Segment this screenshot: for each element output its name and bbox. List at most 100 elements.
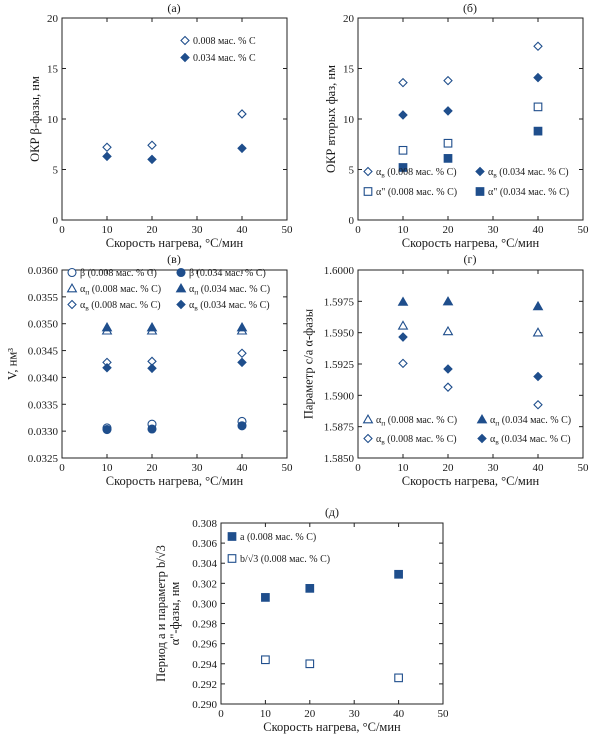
data-point xyxy=(532,300,544,311)
data-point xyxy=(533,41,543,52)
y-tick-label: 0 xyxy=(349,215,355,227)
y-axis-title: ОКР вторых фаз, нм xyxy=(324,65,338,173)
legend-marker xyxy=(363,433,373,444)
data-point xyxy=(443,106,453,116)
legend-label: αп (0.008 мас. % С) xyxy=(80,284,161,297)
y-tick-label: 1.6000 xyxy=(324,265,355,277)
x-tick-label: 50 xyxy=(282,224,294,236)
y-axis-title: V, нм³ xyxy=(5,348,19,380)
data-point xyxy=(305,584,315,593)
y-tick-label: 0.0325 xyxy=(28,453,59,465)
x-tick-label: 30 xyxy=(192,462,204,474)
legend-marker xyxy=(176,267,186,278)
data-point xyxy=(398,110,408,120)
data-point xyxy=(397,320,409,330)
legend-label: 0.008 мас. % С xyxy=(193,36,256,47)
data-point xyxy=(237,109,247,119)
y-tick-label: 1.5900 xyxy=(324,390,355,402)
panel-label: (в) xyxy=(167,252,181,266)
data-point xyxy=(101,321,113,332)
data-point xyxy=(102,424,112,435)
data-point xyxy=(261,655,270,665)
data-point xyxy=(147,363,157,374)
y-tick-label: 0.304 xyxy=(192,558,217,570)
y-tick-label: 0.302 xyxy=(192,578,217,590)
legend-marker xyxy=(175,282,187,293)
x-tick-label: 40 xyxy=(533,224,545,236)
y-tick-label: 20 xyxy=(343,13,355,25)
y-tick-label: 0 xyxy=(53,215,59,227)
y-tick-label: 10 xyxy=(47,114,59,126)
legend-label: αв (0.008 мас. % С) xyxy=(80,300,161,313)
x-tick-label: 0 xyxy=(355,462,361,474)
y-tick-label: 0.0360 xyxy=(28,265,59,277)
legend-marker xyxy=(67,299,77,310)
legend-label: αв (0.034 мас. % С) xyxy=(490,434,571,447)
data-point xyxy=(394,673,403,683)
x-tick-label: 20 xyxy=(147,462,159,474)
legend-marker xyxy=(227,532,237,541)
panel-label: (д) xyxy=(325,505,339,519)
x-tick-label: 30 xyxy=(192,224,204,236)
data-point xyxy=(305,659,315,669)
x-tick-label: 20 xyxy=(443,224,455,236)
x-tick-label: 50 xyxy=(578,462,590,474)
data-point xyxy=(397,296,409,306)
data-point xyxy=(236,321,248,332)
legend: β (0.008 мас. % С) β (0.034 мас. % С) αп (… xyxy=(66,267,270,313)
y-tick-label: 0.294 xyxy=(192,659,217,671)
legend-marker xyxy=(67,267,77,278)
y-tick-label: 0.0330 xyxy=(28,426,59,438)
y-tick-label: 0.296 xyxy=(192,639,217,651)
x-tick-label: 20 xyxy=(147,224,159,236)
legend-marker xyxy=(475,166,485,177)
x-tick-label: 0 xyxy=(355,224,361,236)
y-tick-label: 0.306 xyxy=(192,538,217,550)
x-tick-label: 10 xyxy=(102,224,114,236)
x-tick-label: 40 xyxy=(393,708,405,720)
legend-marker xyxy=(66,282,78,293)
plot-frame xyxy=(61,269,288,459)
legend-label: αп (0.034 мас. % С) xyxy=(189,284,270,297)
x-tick-label: 40 xyxy=(237,462,249,474)
x-tick-label: 0 xyxy=(59,224,65,236)
y-tick-label: 0.0355 xyxy=(28,292,59,304)
chart-panel-d: (г) 0 10 20 30 40 50 1.5850 1.5875 1.5900 1.5925 1.… xyxy=(301,252,589,488)
y-tick-label: 1.5950 xyxy=(324,328,355,340)
data-point xyxy=(533,72,543,83)
panel-label: (г) xyxy=(464,252,477,266)
y-tick-label: 15 xyxy=(47,64,59,76)
y-tick-label: 20 xyxy=(47,13,59,25)
panel-label: (а) xyxy=(167,1,180,15)
data-point xyxy=(442,325,454,336)
plot-frame xyxy=(220,522,444,705)
data-point xyxy=(147,140,157,151)
x-tick-label: 10 xyxy=(398,462,410,474)
data-point xyxy=(533,102,543,112)
legend-label: α" (0.034 мас. % С) xyxy=(488,187,569,198)
legend-label: αв (0.034 мас. % С) xyxy=(189,300,270,313)
data-point xyxy=(533,126,543,136)
legend-marker xyxy=(363,187,373,196)
legend-marker xyxy=(477,433,487,444)
y-tick-label: 1.5875 xyxy=(324,422,355,434)
y-tick-label: 0.308 xyxy=(192,518,217,530)
y-tick-label: 0.0340 xyxy=(28,372,59,384)
y-tick-label: 0.292 xyxy=(192,679,217,691)
data-point xyxy=(147,424,157,434)
legend-label: β (0.034 мас. % С) xyxy=(189,268,266,279)
x-tick-label: 20 xyxy=(304,708,316,720)
data-point xyxy=(533,399,543,410)
legend-label: α" (0.008 мас. % С) xyxy=(376,187,457,198)
y-tick-label: 5 xyxy=(349,165,355,177)
data-point xyxy=(442,296,454,306)
data-point xyxy=(443,382,453,392)
data-point xyxy=(102,362,112,373)
x-tick-label: 10 xyxy=(398,224,410,236)
data-point xyxy=(237,143,247,154)
legend-label: αп (0.034 мас. % С) xyxy=(490,415,571,428)
data-point xyxy=(147,154,157,165)
data-point xyxy=(237,421,247,431)
